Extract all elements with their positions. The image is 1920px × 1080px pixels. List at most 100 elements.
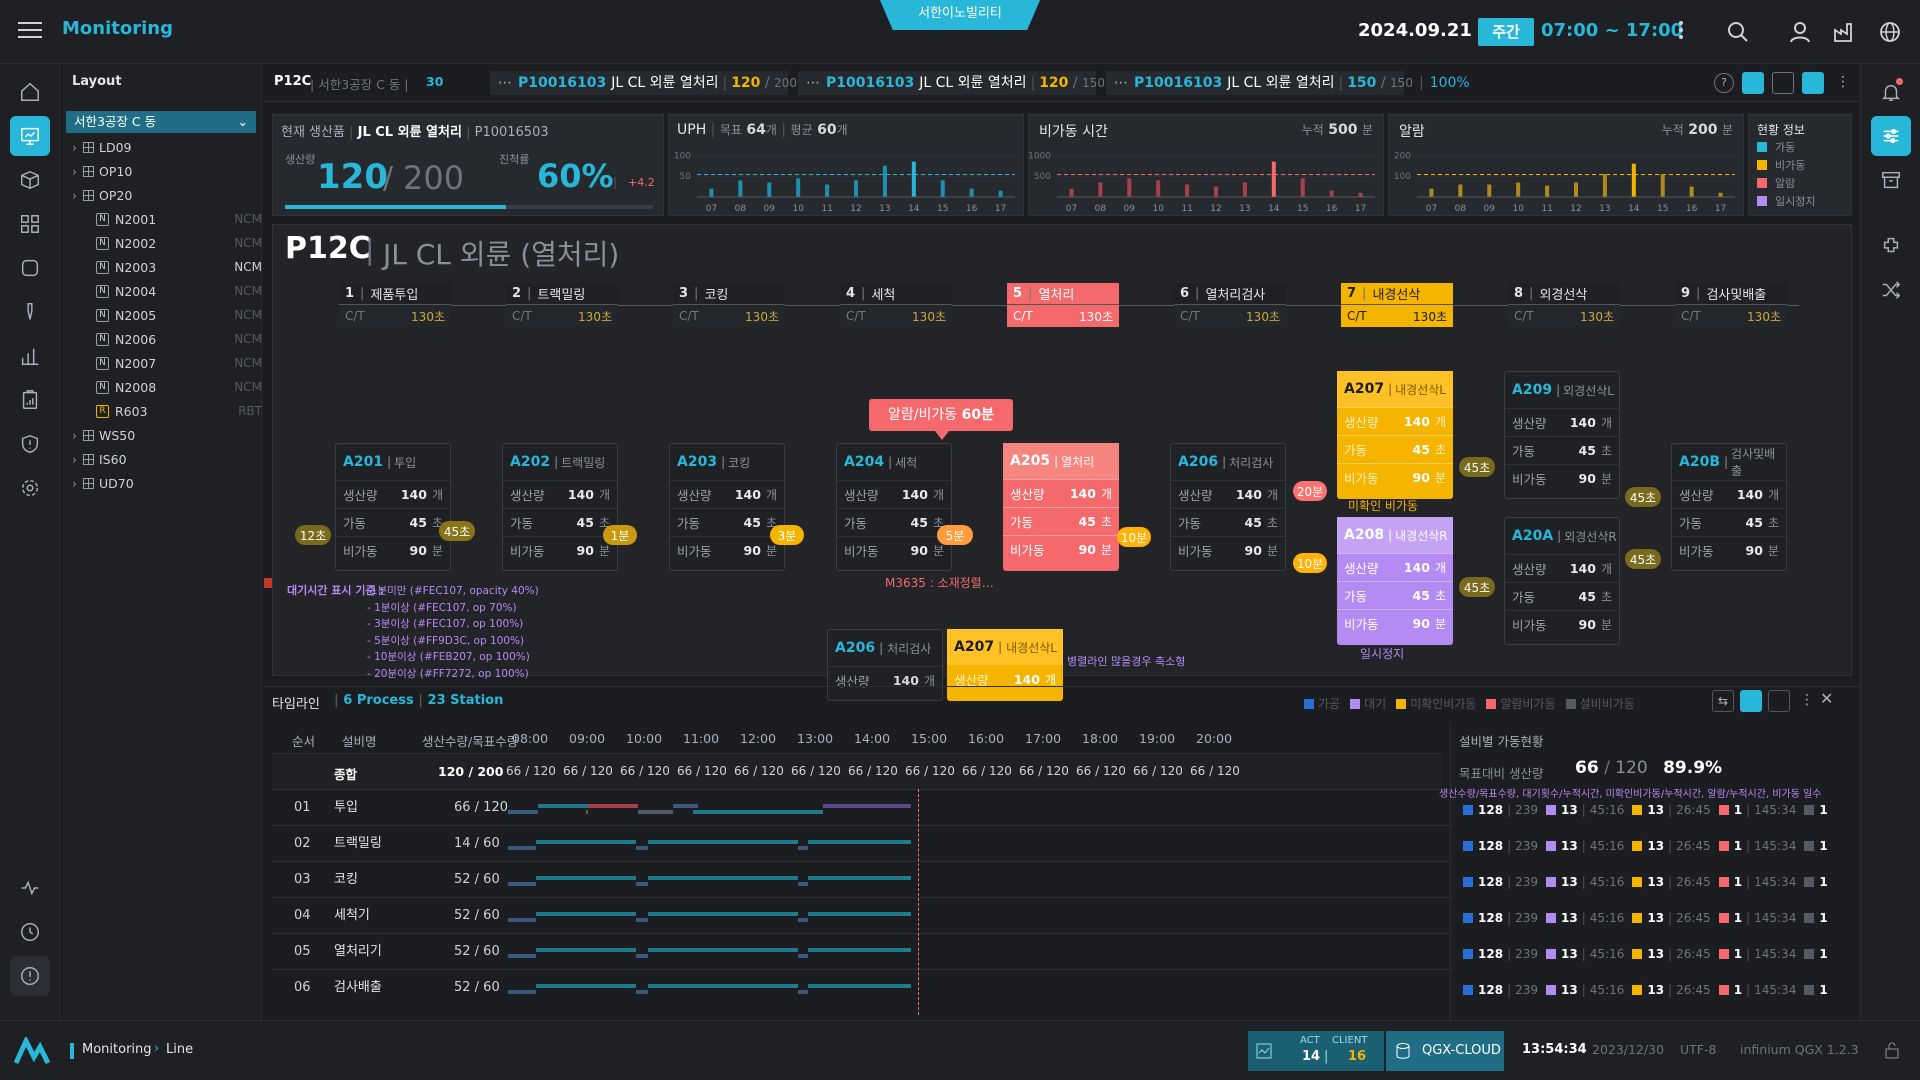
bar[interactable] xyxy=(1358,192,1363,197)
wait-pill[interactable]: 45초 xyxy=(439,521,475,541)
timeline-row[interactable]: 04 세척기 52 / 60 xyxy=(272,897,1452,933)
process-step[interactable]: 2 | 트랙밀링 C/T 130초 xyxy=(506,283,618,327)
wait-pill[interactable]: 10분 xyxy=(1117,527,1151,547)
process-step[interactable]: 3 | 코킹 C/T 130초 xyxy=(673,283,785,327)
square-icon[interactable] xyxy=(10,248,50,288)
station-card[interactable]: A207 | 내경선삭L 생산량 140 개 가동 45 초 비가동 90 분 xyxy=(1337,371,1453,499)
sliders-icon[interactable] xyxy=(1871,116,1911,156)
timeline-segment[interactable] xyxy=(638,810,673,814)
puzzle-icon[interactable] xyxy=(1871,226,1911,266)
lock-icon[interactable] xyxy=(1884,1041,1900,1059)
timeline-row[interactable]: 03 코킹 52 / 60 xyxy=(272,861,1452,897)
cloud-box[interactable]: QGX-CLOUD xyxy=(1386,1031,1504,1071)
timeline-segment[interactable] xyxy=(636,882,648,886)
wait-pill[interactable]: 45초 xyxy=(1625,549,1661,569)
timeline-segment[interactable] xyxy=(508,954,536,958)
home-icon[interactable] xyxy=(10,72,50,112)
timeline-segment[interactable] xyxy=(808,984,911,988)
timeline-segment[interactable] xyxy=(536,912,636,916)
pen-icon[interactable] xyxy=(10,292,50,332)
bar[interactable] xyxy=(882,165,887,197)
timeline-segment[interactable] xyxy=(648,840,798,844)
timeline-segment[interactable] xyxy=(808,840,911,844)
bar[interactable] xyxy=(1689,186,1694,197)
shift-badge[interactable]: 주간 xyxy=(1478,18,1534,46)
timeline-row[interactable]: 06 검사배출 52 / 60 xyxy=(272,969,1452,1005)
station-card[interactable]: A20A | 외경선삭R 생산량 140 개 가동 45 초 비가동 90 분 xyxy=(1504,517,1620,645)
tree-item[interactable]: › UD70 xyxy=(72,472,268,494)
wait-pill[interactable]: 45초 xyxy=(1459,457,1495,477)
wait-pill[interactable]: 45초 xyxy=(1459,577,1495,597)
tree-item[interactable]: N N2005 NCM xyxy=(96,304,292,326)
bar[interactable] xyxy=(1718,192,1723,197)
more-icon[interactable] xyxy=(1678,20,1684,42)
tree-item[interactable]: › IS60 xyxy=(72,448,268,470)
bar[interactable] xyxy=(1574,182,1578,197)
tree-item[interactable]: N N2006 NCM xyxy=(96,328,292,350)
factory-icon[interactable] xyxy=(1832,20,1856,44)
station-card[interactable]: A20B | 검사및배출 생산량 140 개 가동 45 초 비가동 90 분 xyxy=(1671,443,1787,571)
bar[interactable] xyxy=(1602,174,1607,197)
timeline-segment[interactable] xyxy=(808,912,911,916)
bell-icon[interactable] xyxy=(1871,72,1911,112)
station-card[interactable]: A203 | 코킹 생산량 140 개 가동 45 초 비가동 90 분 xyxy=(669,443,785,571)
timeline-segment[interactable] xyxy=(508,846,536,850)
bottom-station-a207[interactable]: A207 | 내경선삭L 생산량 140 개 xyxy=(947,629,1063,701)
timeline-segment[interactable] xyxy=(536,948,636,952)
layout-view-b-icon[interactable] xyxy=(1772,72,1794,94)
process-step[interactable]: 7 | 내경선삭 C/T 130초 xyxy=(1341,283,1453,327)
alert-icon[interactable] xyxy=(10,956,50,996)
timeline-segment[interactable] xyxy=(673,804,698,808)
more-vert-icon[interactable]: ⋮ xyxy=(1836,74,1850,90)
timeline-segment[interactable] xyxy=(648,912,798,916)
tree-item[interactable]: N N2002 NCM xyxy=(96,232,292,254)
bar[interactable] xyxy=(1242,182,1247,197)
bar-chart-icon[interactable] xyxy=(10,336,50,376)
timeline-segment[interactable] xyxy=(508,918,536,922)
timeline-segment[interactable] xyxy=(823,804,911,808)
bar[interactable] xyxy=(998,190,1003,197)
station-card[interactable]: A209 | 외경선삭L 생산량 140 개 가동 45 초 비가동 90 분 xyxy=(1504,371,1620,499)
timeline-segment[interactable] xyxy=(808,876,911,880)
tree-item[interactable]: › OP10 xyxy=(72,160,268,182)
bar[interactable] xyxy=(1487,184,1492,198)
bar[interactable] xyxy=(738,180,743,197)
process-step[interactable]: 6 | 열처리검사 C/T 130초 xyxy=(1174,283,1286,327)
layout-view-a-icon[interactable] xyxy=(1742,72,1764,94)
timeline-segment[interactable] xyxy=(798,990,808,994)
crumb-line[interactable]: Line xyxy=(166,1042,194,1057)
shuffle-icon[interactable] xyxy=(1871,270,1911,310)
timeline-segment[interactable] xyxy=(798,918,808,922)
monitor-icon[interactable] xyxy=(10,116,50,156)
grid-view-icon[interactable] xyxy=(1740,690,1762,712)
station-card[interactable]: A204 | 세척 생산량 140 개 가동 45 초 비가동 90 분 xyxy=(836,443,952,571)
bar[interactable] xyxy=(767,182,772,197)
timeline-segment[interactable] xyxy=(798,882,808,886)
globe-icon[interactable] xyxy=(1878,20,1902,44)
bar[interactable] xyxy=(911,161,916,197)
bar[interactable] xyxy=(825,184,830,198)
crumb-monitoring[interactable]: Monitoring xyxy=(82,1042,152,1057)
bottom-station-a206[interactable]: A206 | 처리검사 생산량 140 개 xyxy=(827,629,943,701)
menu-icon[interactable] xyxy=(18,20,42,40)
apps-icon[interactable] xyxy=(10,204,50,244)
wait-pill[interactable]: 12초 xyxy=(295,525,331,545)
timeline-segment[interactable] xyxy=(586,810,588,814)
station-card[interactable]: A201 | 투입 생산량 140 개 가동 45 초 비가동 90 분 xyxy=(335,443,451,571)
wait-pill[interactable]: 45초 xyxy=(1625,487,1661,507)
timeline-segment[interactable] xyxy=(648,984,798,988)
box-icon[interactable] xyxy=(10,160,50,200)
alarm-callout[interactable]: 알람/비가동 60분 xyxy=(869,399,1013,431)
timeline-row[interactable]: 05 열처리기 52 / 60 xyxy=(272,933,1452,969)
search-icon[interactable] xyxy=(1726,20,1750,44)
timeline-segment[interactable] xyxy=(693,810,823,814)
timeline-segment[interactable] xyxy=(536,876,636,880)
tree-group-selected[interactable]: 서한3공장 C 동 ⌄ xyxy=(66,111,256,133)
wait-pill[interactable]: 10분 xyxy=(1293,553,1327,573)
clock-icon[interactable] xyxy=(10,912,50,952)
gear-icon[interactable] xyxy=(10,468,50,508)
user-icon[interactable] xyxy=(1788,20,1812,44)
wait-pill[interactable]: 20분 xyxy=(1293,481,1327,501)
activity-icon[interactable] xyxy=(10,868,50,908)
timeline-segment[interactable] xyxy=(636,990,648,994)
